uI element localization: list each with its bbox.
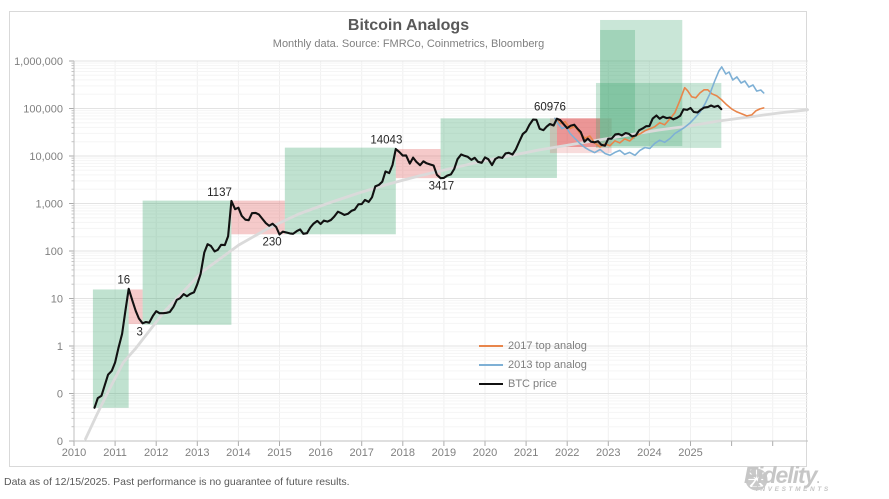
x-tick-label: 2015 (267, 447, 291, 459)
legend-label: 2013 top analog (508, 358, 587, 371)
annotation-1137: 1137 (207, 187, 232, 199)
fidelity-tagline: INVESTMENTS (756, 486, 831, 493)
y-tick-label: 100 (45, 246, 63, 258)
band-gain (92, 289, 129, 408)
chart-frame (9, 11, 807, 467)
x-tick-label: 2011 (103, 447, 127, 459)
legend-swatch (479, 344, 503, 347)
x-tick-label: 2025 (678, 447, 702, 459)
disclaimer-text: Data as of 12/15/2025. Past performance … (4, 476, 350, 488)
annotation-3417: 3417 (429, 180, 455, 192)
x-tick-label: 2023 (596, 447, 620, 459)
band-gain (600, 29, 636, 140)
y-tick-label: 0 (57, 389, 63, 401)
annotation-230: 230 (263, 237, 282, 249)
y-tick-label: 100,000 (23, 104, 63, 116)
x-tick-label: 2012 (144, 447, 168, 459)
band-gain (440, 118, 557, 178)
series-btc (93, 104, 723, 409)
legend: 2017 top analog 2013 top analog BTC price (479, 336, 587, 393)
legend-swatch (479, 382, 503, 385)
x-tick-label: 2016 (308, 447, 332, 459)
x-tick-label: 2010 (62, 447, 86, 459)
annotation-14043: 14043 (370, 134, 402, 146)
y-tick-label: 1,000 (35, 199, 63, 211)
fidelity-wordmark: Fidelity (744, 462, 818, 488)
y-tick-label: 10 (51, 294, 63, 306)
x-tick-label: 2020 (473, 447, 497, 459)
band-gain (284, 147, 396, 235)
series-analog2013 (554, 66, 765, 157)
x-tick-label: 2021 (514, 447, 538, 459)
band-gain (600, 19, 683, 147)
fidelity-registered-mark: . (816, 472, 820, 486)
series-analog2017 (554, 86, 765, 148)
x-tick-label: 2024 (637, 447, 661, 459)
annotation-60976: 60976 (534, 102, 566, 114)
legend-item-0: 2017 top analog (479, 336, 587, 355)
legend-item-1: 2013 top analog (479, 355, 587, 374)
x-tick-label: 2013 (185, 447, 209, 459)
legend-label: BTC price (508, 377, 557, 390)
x-tick-label: 2019 (432, 447, 456, 459)
y-tick-label: 1,000,000 (14, 56, 63, 68)
x-tick-label: 2022 (555, 447, 579, 459)
band-gain (142, 200, 232, 325)
y-tick-label: 10,000 (29, 151, 63, 163)
legend-item-2: BTC price (479, 374, 587, 393)
x-tick-label: 2014 (226, 447, 250, 459)
legend-label: 2017 top analog (508, 339, 587, 352)
legend-swatch (479, 363, 503, 366)
chart-subtitle: Monthly data. Source: FMRCo, Coinmetrics… (272, 38, 545, 50)
fidelity-sun-icon (745, 468, 768, 491)
annotation-16: 16 (117, 275, 130, 287)
y-tick-label: 0 (57, 436, 63, 448)
fidelity-logo: Fidelity. INVESTMENTS (744, 462, 831, 494)
y-tick-label: 1 (57, 341, 63, 353)
series-trend (84, 108, 809, 441)
chart-title: Bitcoin Analogs (347, 17, 470, 34)
x-tick-label: 2017 (349, 447, 373, 459)
x-tick-label: 2018 (391, 447, 415, 459)
annotation-3: 3 (137, 327, 143, 339)
